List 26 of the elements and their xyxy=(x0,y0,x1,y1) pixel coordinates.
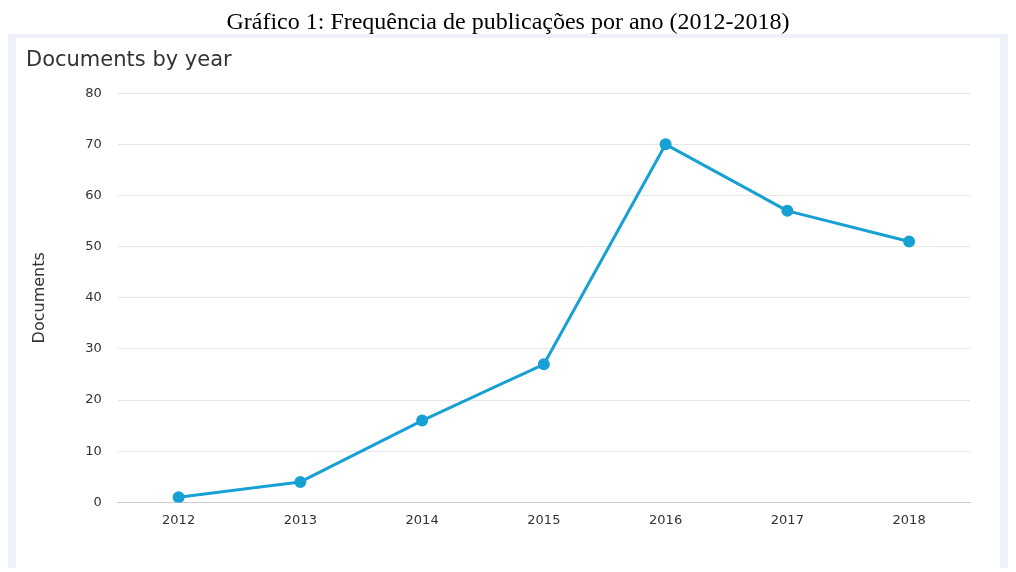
y-tick-label: 0 xyxy=(93,493,102,509)
y-tick-label: 50 xyxy=(85,238,102,254)
point xyxy=(781,204,794,217)
x-tick-label: 2014 xyxy=(405,511,439,527)
y-tick-label: 30 xyxy=(85,340,102,356)
x-tick-label: 2016 xyxy=(649,511,683,527)
point xyxy=(172,491,185,503)
x-tick-label: 2012 xyxy=(162,511,196,527)
point xyxy=(903,235,916,248)
y-tick-label: 40 xyxy=(85,289,102,305)
y-tick-label: 60 xyxy=(85,186,102,202)
y-tick-label: 80 xyxy=(85,84,102,100)
point xyxy=(659,138,672,151)
x-tick-label: 2013 xyxy=(283,511,317,527)
y-tick-label: 70 xyxy=(85,135,102,151)
x-tick-label: 2015 xyxy=(527,511,561,527)
x-tick-label: 2017 xyxy=(770,511,804,527)
point xyxy=(294,475,307,488)
point xyxy=(416,414,429,427)
chart-subtitle: Documents by year xyxy=(26,47,233,72)
y-tick-label: 20 xyxy=(85,391,102,407)
point xyxy=(537,358,550,371)
x-tick-label: 2018 xyxy=(892,511,926,527)
chart-title: Gráfico 1: Frequência de publicações por ano (2012-2018) xyxy=(225,8,791,34)
y-tick-label: 10 xyxy=(85,442,102,458)
y-axis-title: Documents xyxy=(28,252,48,344)
